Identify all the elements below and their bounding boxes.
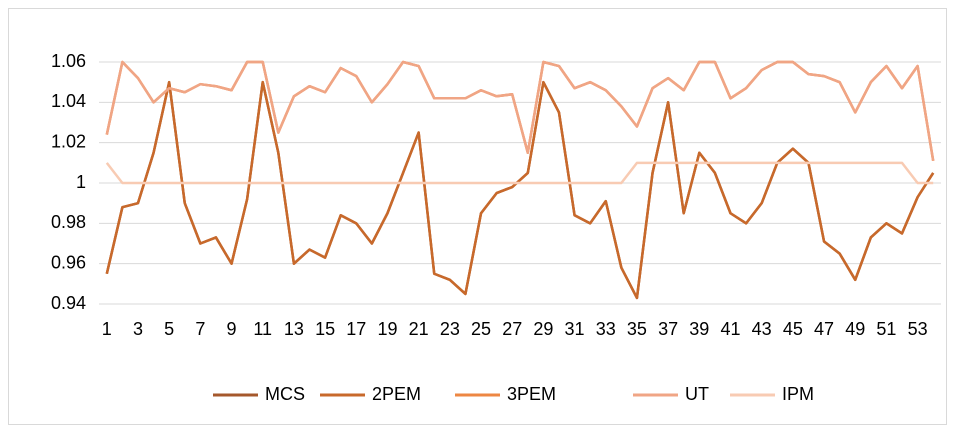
- y-tick-label: 1.02: [51, 131, 86, 151]
- x-tick-label: 29: [533, 319, 553, 339]
- x-tick-label: 1: [102, 319, 112, 339]
- series-line: [105, 161, 934, 185]
- legend-label: 2PEM: [372, 384, 421, 404]
- x-tick-label: 51: [876, 319, 896, 339]
- x-tick-label: 41: [720, 319, 740, 339]
- y-tick-label: 1.06: [51, 51, 86, 71]
- x-tick-label: 13: [284, 319, 304, 339]
- x-tick-label: 33: [596, 319, 616, 339]
- y-tick-label: 1: [76, 172, 86, 192]
- series-line: [105, 80, 935, 300]
- y-tick-label: 0.98: [51, 212, 86, 232]
- x-tick-label: 9: [227, 319, 237, 339]
- x-tick-label: 3: [133, 319, 143, 339]
- legend-label: MCS: [265, 384, 305, 404]
- x-tick-label: 5: [164, 319, 174, 339]
- x-tick-label: 35: [627, 319, 647, 339]
- x-tick-label: 43: [752, 319, 772, 339]
- series-line: [105, 60, 935, 162]
- x-tick-label: 15: [315, 319, 335, 339]
- legend-label: 3PEM: [507, 384, 556, 404]
- x-tick-label: 23: [440, 319, 460, 339]
- x-tick-label: 7: [195, 319, 205, 339]
- legend-label: UT: [685, 384, 709, 404]
- x-tick-label: 11: [253, 319, 272, 339]
- x-tick-label: 45: [783, 319, 803, 339]
- x-tick-label: 17: [346, 319, 366, 339]
- x-tick-label: 39: [689, 319, 709, 339]
- x-tick-label: 19: [377, 319, 397, 339]
- x-tick-label: 21: [409, 319, 429, 339]
- series-line: [105, 60, 935, 162]
- x-tick-label: 25: [471, 319, 491, 339]
- chart-border: [8, 8, 947, 425]
- y-tick-label: 0.94: [51, 293, 86, 313]
- y-tick-label: 0.96: [51, 252, 86, 272]
- x-tick-label: 47: [814, 319, 834, 339]
- series-line: [105, 80, 935, 300]
- y-tick-label: 1.04: [51, 91, 86, 111]
- x-tick-label: 53: [908, 319, 928, 339]
- x-tick-label: 27: [502, 319, 522, 339]
- legend-label: IPM: [782, 384, 814, 404]
- x-tick-label: 49: [845, 319, 865, 339]
- x-tick-label: 37: [658, 319, 678, 339]
- x-tick-label: 31: [565, 319, 585, 339]
